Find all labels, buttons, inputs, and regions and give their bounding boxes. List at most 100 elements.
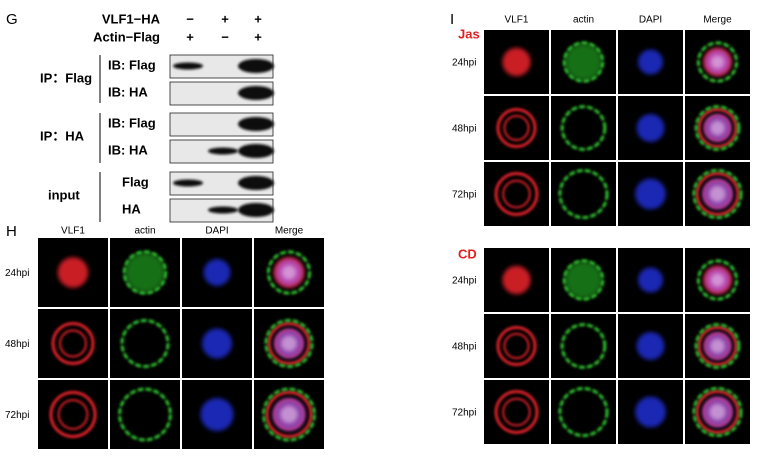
signal	[710, 338, 725, 354]
signal	[58, 329, 88, 358]
signal	[697, 107, 738, 149]
signal	[120, 318, 170, 369]
label: 72hpi	[452, 190, 476, 201]
cell	[635, 178, 666, 210]
signal	[502, 47, 531, 77]
cell	[496, 325, 537, 367]
label: +	[254, 29, 262, 44]
cell	[560, 323, 607, 369]
cell	[266, 250, 312, 295]
cell	[502, 47, 531, 77]
label: VLF1	[505, 15, 529, 26]
signal	[710, 55, 725, 69]
signal	[692, 386, 743, 438]
micrograph	[484, 162, 549, 226]
signal	[49, 390, 97, 439]
signal	[57, 399, 89, 430]
signal	[502, 265, 531, 295]
label: VLF1−HA	[102, 11, 161, 26]
label: 72hpi	[5, 410, 29, 421]
micrograph	[484, 380, 549, 444]
signal	[503, 114, 530, 142]
label: DAPI	[639, 15, 662, 26]
signal	[565, 261, 602, 299]
cell	[558, 386, 609, 438]
cell	[120, 318, 170, 369]
label: IP：HA	[40, 128, 85, 143]
cell	[558, 168, 609, 220]
label: −	[221, 29, 229, 44]
label: +	[186, 29, 194, 44]
band	[238, 86, 274, 100]
signal	[638, 49, 663, 75]
signal	[502, 397, 531, 427]
label: G	[6, 11, 18, 28]
label: 48hpi	[5, 339, 29, 350]
signal	[696, 259, 739, 301]
cell	[696, 41, 739, 83]
signal	[280, 405, 298, 424]
signal	[57, 257, 89, 288]
signal	[265, 390, 313, 439]
signal	[710, 120, 725, 136]
signal	[694, 323, 741, 369]
cell	[636, 332, 665, 360]
cell	[51, 321, 95, 366]
micrograph	[551, 162, 616, 226]
micrograph	[551, 380, 616, 444]
micrograph	[38, 309, 108, 378]
signal	[695, 172, 740, 216]
band	[238, 176, 274, 190]
cell	[201, 328, 233, 359]
label: 24hpi	[452, 58, 476, 69]
signal	[562, 41, 605, 83]
band	[238, 59, 274, 73]
label: IB: Flag	[108, 115, 156, 130]
label: +	[221, 11, 229, 26]
signal	[692, 168, 743, 220]
signal	[558, 168, 609, 220]
signal	[635, 178, 666, 210]
signal	[502, 179, 531, 209]
label: H	[6, 223, 17, 240]
signal	[200, 397, 234, 432]
label: Flag	[122, 174, 149, 189]
signal	[266, 250, 312, 295]
cell	[49, 390, 97, 439]
cell	[118, 387, 172, 442]
label: +	[254, 11, 262, 26]
label: 24hpi	[5, 268, 29, 279]
label: actin	[134, 226, 155, 237]
label: Merge	[275, 226, 304, 237]
label: actin	[573, 15, 594, 26]
micrograph	[484, 314, 549, 378]
cell	[692, 386, 743, 438]
signal	[494, 390, 539, 434]
signal	[264, 318, 314, 369]
band	[238, 144, 274, 158]
cell	[496, 107, 537, 149]
signal	[494, 172, 539, 216]
signal	[496, 325, 537, 367]
label: IB: Flag	[108, 57, 156, 72]
cell	[122, 250, 168, 295]
signal	[281, 265, 297, 280]
signal	[51, 321, 95, 366]
cell	[494, 390, 539, 434]
label: Jas	[458, 26, 480, 41]
cell	[264, 318, 314, 369]
band	[173, 179, 203, 187]
label: I	[450, 11, 454, 28]
signal	[560, 105, 607, 151]
cell	[638, 267, 663, 293]
cell	[636, 114, 665, 142]
band	[208, 147, 238, 155]
cell	[200, 397, 234, 432]
signal	[201, 328, 233, 359]
cell	[694, 105, 741, 151]
signal	[496, 107, 537, 149]
signal	[636, 332, 665, 360]
label: IP：Flag	[40, 70, 92, 85]
signal	[709, 403, 726, 421]
